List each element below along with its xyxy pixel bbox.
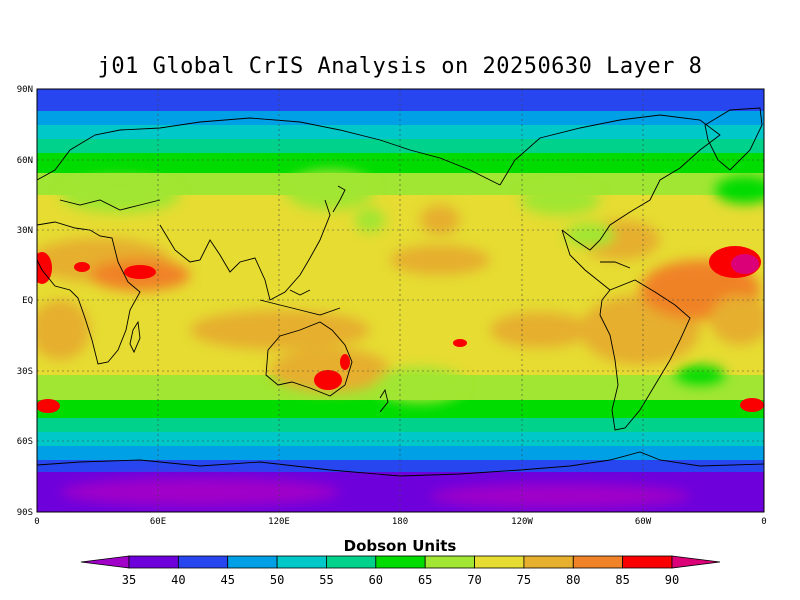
coastlines [37, 107, 764, 477]
lat-tick: 90N [17, 85, 33, 95]
colorbar-swatch [424, 555, 475, 569]
lon-tick: 0 [761, 517, 766, 527]
colorbar-min-arrow [80, 555, 130, 569]
colorbar-swatch [523, 555, 574, 569]
colorbar-tick-label: 85 [615, 573, 629, 587]
lat-tick: 90S [17, 508, 33, 518]
colorbar: 35 40 45 50 55 60 65 70 75 80 85 90 [80, 555, 721, 587]
colorbar-swatch [375, 555, 426, 569]
colorbar-swatch [128, 555, 179, 569]
colorbar-swatch [177, 555, 229, 569]
lon-tick: 60W [635, 517, 652, 527]
colorbar-tick-label: 65 [418, 573, 432, 587]
colorbar-max-arrow [671, 555, 721, 569]
colorbar-tick-label: 80 [566, 573, 580, 587]
colorbar-tick-label: 40 [171, 573, 185, 587]
lon-ticks: 0 60E 120E 180 120W 60W 0 [34, 517, 766, 527]
colorbar-tick-label: 50 [270, 573, 284, 587]
colorbar-tick-label: 75 [517, 573, 531, 587]
map-frame [36, 88, 765, 513]
colorbar-label: Dobson Units [343, 537, 457, 555]
colorbar-tick-label: 70 [467, 573, 481, 587]
lat-tick: EQ [22, 296, 33, 306]
lat-ticks: 90N 60N 30N EQ 30S 60S 90S [17, 85, 33, 518]
colorbar-tick-label: 60 [369, 573, 383, 587]
colorbar-swatch [474, 555, 525, 569]
colorbar-swatch [622, 555, 673, 569]
lat-tick: 60N [17, 156, 33, 166]
lon-tick: 180 [392, 517, 408, 527]
colorbar-swatch [227, 555, 278, 569]
lon-tick: 120W [511, 517, 533, 527]
lat-tick: 30S [17, 367, 33, 377]
colorbar-swatch [276, 555, 327, 569]
lat-tick: 60S [17, 437, 33, 447]
colorbar-tick-label: 55 [319, 573, 333, 587]
colorbar-tick-label: 90 [665, 573, 679, 587]
map-title: j01 Global CrIS Analysis on 20250630 Lay… [97, 54, 703, 79]
graticule [37, 89, 764, 512]
lon-tick: 60E [150, 517, 166, 527]
ozone-field [37, 89, 764, 512]
colorbar-tick-label: 45 [221, 573, 235, 587]
lon-tick: 120E [268, 517, 290, 527]
colorbar-tick-label: 35 [122, 573, 136, 587]
colorbar-swatch [572, 555, 624, 569]
colorbar-swatch [326, 555, 377, 569]
lon-tick: 0 [34, 517, 39, 527]
lat-tick: 30N [17, 226, 33, 236]
